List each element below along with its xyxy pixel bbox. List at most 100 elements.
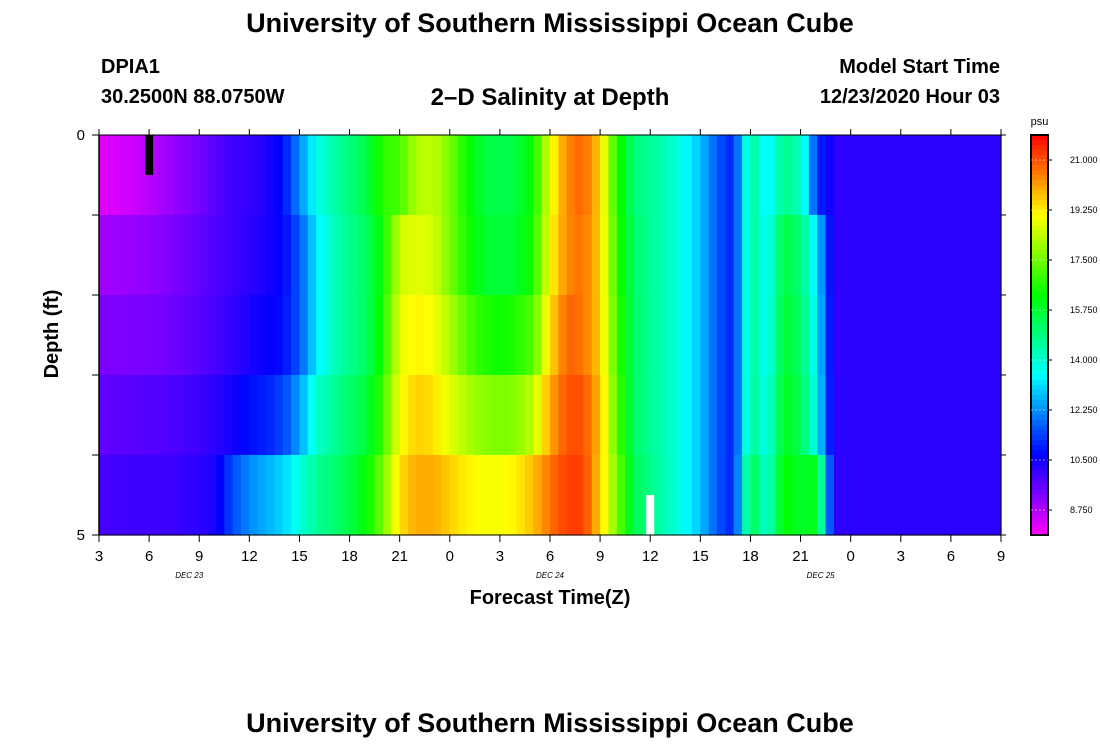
heatmap-cell — [499, 375, 509, 456]
colorbar-segment — [1031, 215, 1048, 221]
heatmap-cell — [658, 455, 668, 536]
heatmap-cell — [934, 455, 944, 536]
x-date-label: DEC 23 — [175, 571, 204, 580]
heatmap-cell — [240, 215, 250, 296]
heatmap-cell — [783, 375, 793, 456]
heatmap-cell — [332, 135, 342, 216]
x-tick-label: 3 — [496, 548, 504, 565]
heatmap-cell — [516, 375, 526, 456]
heatmap-cell — [483, 295, 493, 376]
heatmap-cell — [650, 135, 660, 216]
heatmap-cell — [892, 295, 902, 376]
colorbar-segment — [1031, 520, 1048, 526]
heatmap-cell — [558, 215, 568, 296]
heatmap-cell — [240, 375, 250, 456]
heatmap-cell — [808, 215, 818, 296]
heatmap-cell — [307, 375, 317, 456]
heatmap-cell — [316, 215, 326, 296]
heatmap-cell — [608, 135, 618, 216]
heatmap-cell — [157, 135, 167, 216]
heatmap-cell — [683, 295, 693, 376]
heatmap-cell — [934, 215, 944, 296]
heatmap-cell — [124, 135, 134, 216]
x-tick-label: 0 — [446, 548, 454, 565]
heatmap-cell — [575, 295, 585, 376]
heatmap-cell — [224, 135, 234, 216]
heatmap-cell — [324, 135, 334, 216]
heatmap-cell — [449, 375, 459, 456]
model-start-label: Model Start Time — [839, 56, 1000, 78]
colorbar-segment — [1031, 240, 1048, 246]
heatmap-cell — [650, 215, 660, 296]
heatmap-cell — [491, 215, 501, 296]
heatmap-cell — [650, 455, 660, 536]
heatmap-cell — [458, 215, 468, 296]
x-tick-label: 18 — [341, 548, 358, 565]
heatmap-cell — [950, 295, 960, 376]
colorbar-segment — [1031, 480, 1048, 486]
heatmap-cell — [232, 375, 242, 456]
heatmap-cell — [917, 455, 927, 536]
heatmap-cell — [341, 455, 351, 536]
heatmap-cell — [875, 135, 885, 216]
heatmap-cell — [516, 135, 526, 216]
heatmap-cell — [884, 215, 894, 296]
heatmap-cell — [992, 215, 1002, 296]
heatmap-cell — [616, 135, 626, 216]
heatmap-cell — [742, 455, 752, 536]
heatmap-cell — [366, 215, 376, 296]
heatmap-cell — [199, 135, 209, 216]
heatmap-cell — [491, 455, 501, 536]
heatmap-cell — [717, 295, 726, 376]
heatmap-cell — [416, 375, 426, 456]
heatmap-cell — [842, 375, 852, 456]
heatmap-cell — [725, 295, 735, 376]
heatmap-cell — [307, 215, 317, 296]
heatmap-cell — [625, 455, 635, 536]
heatmap-cell — [483, 455, 493, 536]
heatmap-cell — [165, 455, 175, 536]
heatmap-cell — [842, 135, 852, 216]
heatmap-cell — [257, 375, 267, 456]
heatmap-cell — [575, 215, 585, 296]
heatmap-cell — [299, 215, 309, 296]
heatmap-cell — [767, 375, 777, 456]
heatmap-cell — [725, 455, 735, 536]
heatmap-cell — [341, 295, 351, 376]
heatmap-cell — [341, 375, 351, 456]
heatmap-cell — [934, 135, 944, 216]
heatmap-cell — [700, 215, 710, 296]
heatmap-cell — [550, 295, 559, 376]
heatmap-cell — [767, 455, 777, 536]
heatmap-cell — [249, 135, 259, 216]
colorbar-tick-label: 8.750 — [1070, 505, 1093, 515]
colorbar-segment — [1031, 415, 1048, 421]
heatmap-cell — [825, 375, 835, 456]
heatmap-cell — [666, 295, 676, 376]
heatmap-cell — [508, 455, 518, 536]
heatmap-cell — [942, 215, 952, 296]
heatmap-cell — [800, 135, 810, 216]
heatmap-cell — [950, 375, 960, 456]
heatmap-cell — [165, 375, 175, 456]
heatmap-cell — [215, 375, 225, 456]
colorbar-segment — [1031, 155, 1048, 161]
heatmap-cell — [825, 455, 835, 536]
x-tick-label: 3 — [95, 548, 103, 565]
heatmap-cell — [391, 295, 401, 376]
heatmap-cell — [190, 375, 200, 456]
heatmap-cell — [758, 455, 768, 536]
heatmap-cell — [441, 135, 451, 216]
heatmap-cell — [850, 135, 860, 216]
heatmap-cell — [149, 135, 159, 216]
heatmap-cell — [324, 215, 334, 296]
heatmap-cell — [424, 135, 434, 216]
heatmap-cell — [466, 215, 476, 296]
colorbar-segment — [1031, 285, 1048, 291]
heatmap-cell — [842, 215, 852, 296]
heatmap-cell — [483, 135, 493, 216]
colorbar-segment — [1031, 475, 1048, 481]
colorbar-segment — [1031, 430, 1048, 436]
heatmap-cell — [357, 295, 367, 376]
heatmap-cell — [775, 135, 785, 216]
